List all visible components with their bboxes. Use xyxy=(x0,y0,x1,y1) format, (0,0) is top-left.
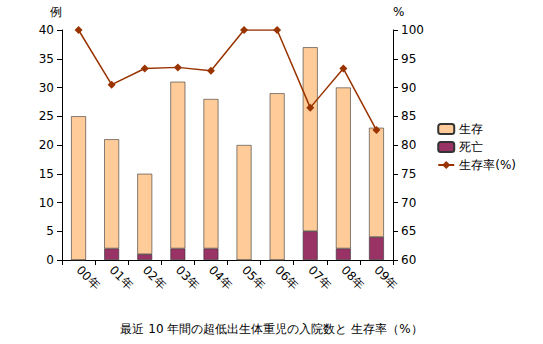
svg-text:01年: 01年 xyxy=(107,263,136,292)
svg-text:死亡: 死亡 xyxy=(459,140,483,154)
svg-text:5: 5 xyxy=(46,224,54,238)
svg-text:10: 10 xyxy=(39,196,54,210)
svg-text:100: 100 xyxy=(401,23,424,37)
svg-text:25: 25 xyxy=(39,109,54,123)
svg-text:15: 15 xyxy=(39,167,54,181)
svg-text:0: 0 xyxy=(46,253,54,267)
svg-text:09年: 09年 xyxy=(372,263,401,292)
svg-text:生存率(%): 生存率(%) xyxy=(459,158,516,172)
svg-text:00年: 00年 xyxy=(74,263,103,292)
svg-text:85: 85 xyxy=(401,109,416,123)
svg-text:95: 95 xyxy=(401,52,416,66)
svg-text:02年: 02年 xyxy=(140,263,169,292)
svg-text:70: 70 xyxy=(401,196,416,210)
svg-text:60: 60 xyxy=(401,253,416,267)
svg-text:40: 40 xyxy=(39,23,54,37)
svg-text:05年: 05年 xyxy=(239,263,268,292)
svg-text:04年: 04年 xyxy=(206,263,235,292)
svg-text:20: 20 xyxy=(39,138,54,152)
svg-text:90: 90 xyxy=(401,81,416,95)
svg-text:生存: 生存 xyxy=(459,122,483,136)
svg-text:65: 65 xyxy=(401,224,416,238)
svg-text:07年: 07年 xyxy=(305,263,334,292)
svg-text:80: 80 xyxy=(401,138,416,152)
svg-text:%: % xyxy=(393,5,404,19)
svg-text:30: 30 xyxy=(39,81,54,95)
svg-text:03年: 03年 xyxy=(173,263,202,292)
svg-text:35: 35 xyxy=(39,52,54,66)
svg-text:75: 75 xyxy=(401,167,416,181)
svg-text:08年: 08年 xyxy=(338,263,367,292)
svg-text:06年: 06年 xyxy=(272,263,301,292)
svg-text:最近 10 年間の超低出生体重児の入院数と 生存率（%）: 最近 10 年間の超低出生体重児の入院数と 生存率（%） xyxy=(120,322,422,336)
svg-text:例: 例 xyxy=(50,5,62,19)
